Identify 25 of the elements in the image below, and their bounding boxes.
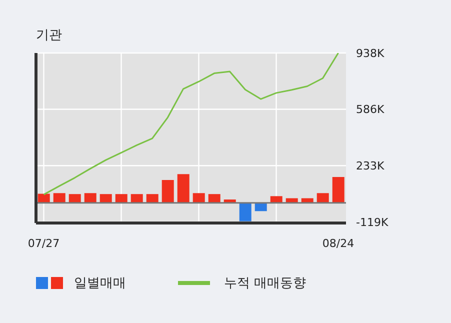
line-series xyxy=(43,53,339,196)
bar xyxy=(100,194,112,203)
bar xyxy=(68,194,81,203)
y-tick-label: -119K xyxy=(356,216,389,229)
y-tick-label: 938K xyxy=(356,46,385,60)
bar xyxy=(239,202,252,222)
bar xyxy=(177,174,190,203)
bar xyxy=(84,193,96,203)
bar xyxy=(130,194,143,203)
x-tick-label: 08/24 xyxy=(322,236,354,250)
chart-title: 기관 xyxy=(36,27,62,44)
x-tick-label: 07/27 xyxy=(28,236,60,250)
bar xyxy=(53,193,66,203)
bar xyxy=(162,180,174,203)
legend-label: 누적 매매동향 xyxy=(224,275,306,292)
bar xyxy=(115,194,128,203)
y-tick-label: 233K xyxy=(356,160,385,173)
bar xyxy=(146,194,158,203)
bar xyxy=(316,193,329,203)
legend-label: 일별매매 xyxy=(74,275,126,292)
bar xyxy=(208,194,220,203)
bar xyxy=(254,202,267,212)
bar xyxy=(192,193,205,203)
bar xyxy=(332,176,344,203)
y-tick-label: 586K xyxy=(356,103,385,116)
